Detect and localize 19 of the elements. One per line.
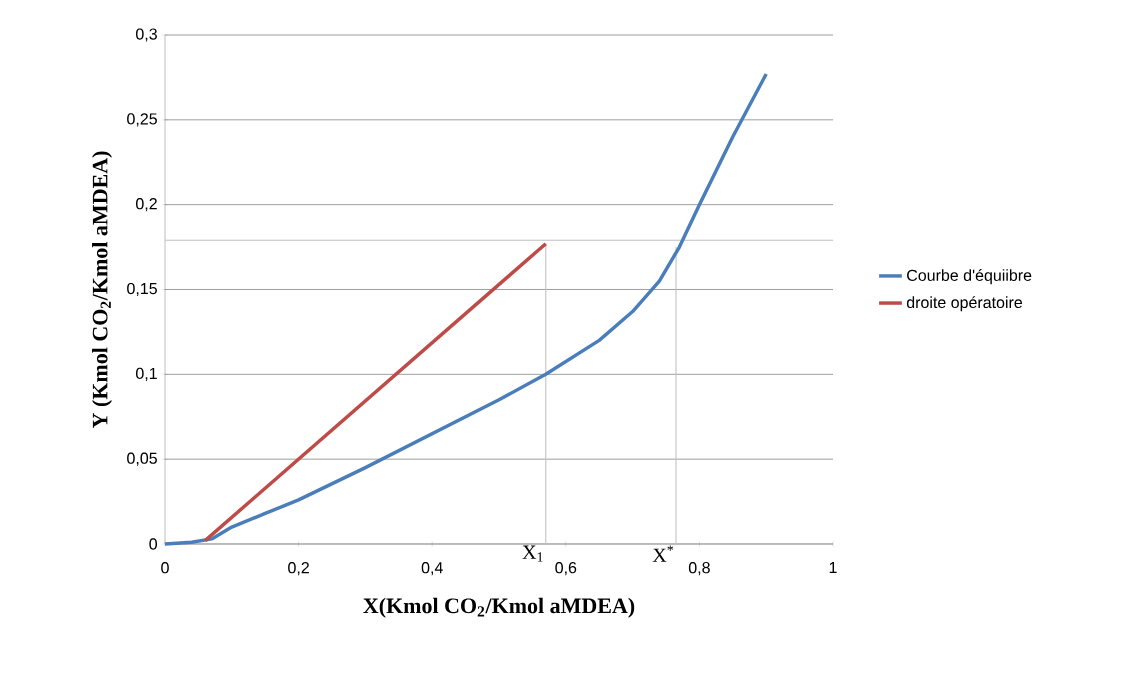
legend-label: droite opératoire [906, 296, 1023, 312]
y-tick-label: 0,3 [136, 28, 157, 42]
x-tick-label: 1 [829, 562, 837, 574]
y-tick-label: 0 [149, 538, 158, 550]
y-tick-label: 0,05 [127, 452, 157, 466]
y-tick-label: 0,25 [127, 113, 157, 127]
y-tick-label: 0,2 [136, 198, 157, 212]
annotation: X$^{*}$ [652, 545, 674, 562]
y-axis-title: Y (Kmol CO$_{2}$/Kmol aMDEA) [92, 151, 112, 429]
x-tick-label: 0,6 [555, 562, 577, 576]
y-tick-label: 0,1 [136, 367, 157, 381]
y-tick-label: 0,15 [127, 282, 157, 297]
x-axis-title: X(Kmol CO$_{2}$/Kmol aMDEA) [363, 597, 635, 618]
legend-label: Courbe d'équiibre [907, 269, 1032, 285]
x-tick-label: 0,4 [421, 562, 443, 576]
annotation: X$_{1}$ [522, 545, 543, 562]
x-tick-label: 0 [161, 562, 169, 574]
x-tick-label: 0,8 [688, 562, 710, 576]
x-tick-label: 0,2 [288, 562, 309, 576]
